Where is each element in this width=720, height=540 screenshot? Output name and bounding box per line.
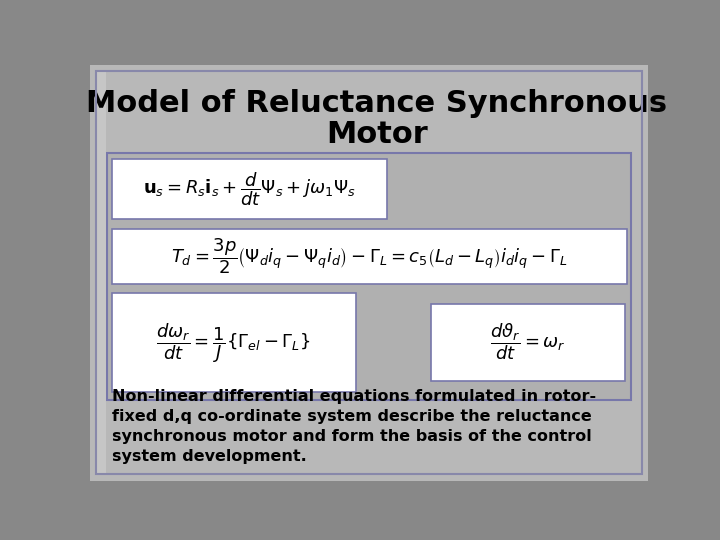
Bar	[112, 294, 356, 392]
Bar	[431, 303, 625, 381]
Bar	[107, 153, 631, 400]
Text: $\mathbf{u}_s = R_s\mathbf{i}_s + \dfrac{d}{dt}\Psi_s + j\omega_1\Psi_s$: $\mathbf{u}_s = R_s\mathbf{i}_s + \dfrac…	[143, 170, 356, 207]
Bar	[96, 71, 106, 475]
Text: Motor: Motor	[326, 119, 428, 148]
Text: $\dfrac{d\omega_r}{dt} = \dfrac{1}{J}\left\{ \Gamma_{el} - \Gamma_L \right\}$: $\dfrac{d\omega_r}{dt} = \dfrac{1}{J}\le…	[156, 321, 311, 364]
Text: Non-linear differential equations formulated in rotor-
fixed d,q co-ordinate sys: Non-linear differential equations formul…	[112, 389, 596, 464]
Text: Model of Reluctance Synchronous: Model of Reluctance Synchronous	[86, 89, 667, 118]
Bar	[112, 159, 387, 219]
Bar	[112, 229, 627, 284]
Text: $T_d = \dfrac{3p}{2}\left(\Psi_d i_q - \Psi_q i_d\right) - \Gamma_L = c_5\left(L: $T_d = \dfrac{3p}{2}\left(\Psi_d i_q - \…	[171, 237, 568, 276]
Text: $\dfrac{d\vartheta_r}{dt} = \omega_r$: $\dfrac{d\vartheta_r}{dt} = \omega_r$	[490, 322, 566, 362]
